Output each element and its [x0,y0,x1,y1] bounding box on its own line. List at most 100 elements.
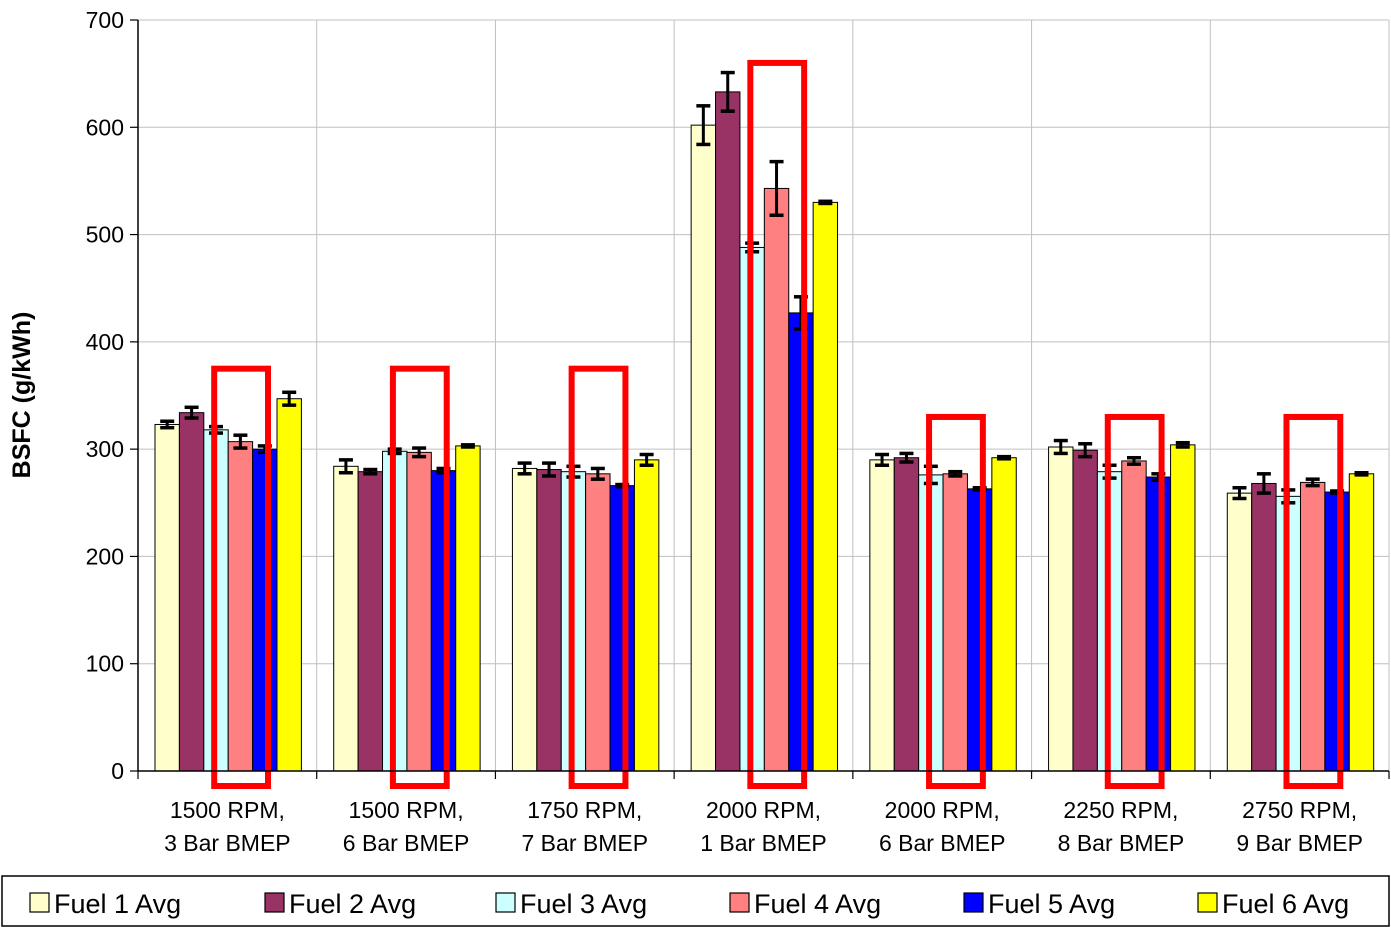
x-category-label: 2000 RPM, [706,797,821,823]
error-bar [412,446,427,459]
bar-fuel-5-avg [1145,476,1172,772]
bar-fuel-2-avg [1251,482,1277,772]
x-category-label: 6 Bar BMEP [879,830,1006,856]
bar-fuel-6-avg [455,445,481,772]
bar-fuel-4-avg [942,473,968,772]
bar-fuel-4-avg [1299,481,1326,772]
legend-swatch [264,892,285,913]
x-category-label: 1500 RPM, [349,797,464,823]
highlight-box [1104,413,1165,789]
y-tick-label: 700 [86,7,124,33]
legend: Fuel 1 Avg Fuel 2 Avg Fuel 3 Avg Fuel 4 Avg… [1,875,1390,927]
error-bar [338,458,353,475]
legend-swatch [29,892,50,913]
error-bar [696,104,711,147]
highlight-box [211,365,271,789]
error-bar [460,443,475,449]
bar-fuel-5-avg [788,312,814,772]
bar-fuel-2-avg [357,471,384,772]
error-bar [233,433,248,450]
x-category-label: 2000 RPM, [885,797,1000,823]
bar-fuel-5-avg [966,488,993,772]
error-bar [1175,440,1190,449]
y-tick-label: 0 [111,758,124,784]
bar-fuel-2-avg [1072,449,1098,772]
x-category-label: 1 Bar BMEP [700,830,827,856]
bar-fuel-6-avg [1348,473,1375,772]
error-bar [590,466,605,481]
bar-fuel-6-avg [276,398,302,772]
highlight-box [926,413,986,789]
x-category-label: 2750 RPM, [1242,797,1357,823]
bar-fuel-1-avg [1226,492,1253,772]
y-tick-label: 500 [86,222,124,248]
error-bar [363,467,378,476]
bar-fuel-6-avg [633,459,660,772]
error-bar [720,70,735,113]
error-bar [517,461,532,476]
grid-lines [138,19,1390,771]
bar-fuel-2-avg [893,457,920,772]
bar-fuel-2-avg [178,412,205,772]
error-bar [1232,486,1247,501]
legend-swatch [963,892,984,913]
error-bar [875,452,890,467]
bar-fuel-4-avg [763,187,790,772]
bar-fuel-1-avg [511,467,538,772]
y-axis-title: BSFC (g/kWh) [8,312,36,479]
error-bar [282,390,297,407]
y-tick-label: 300 [86,436,124,462]
highlight-box [1283,413,1344,789]
bar-fuel-4-avg [585,473,611,772]
bar-fuel-4-avg [227,441,254,772]
y-tick-label: 100 [86,651,124,677]
error-bar [184,405,199,420]
bar-fuel-2-avg [715,91,741,772]
axes: 0 100 200 300 400 500 600 700 1500 RPM, 3 Bar BME… [86,7,1390,856]
legend-label: Fuel 2 Avg [289,889,416,919]
bar-fuel-6-avg [1170,444,1196,772]
bar-fuel-1-avg [1048,446,1074,772]
x-category-label: 2250 RPM, [1063,797,1178,823]
error-bar [1078,442,1093,459]
legend-label: Fuel 1 Avg [54,889,181,919]
error-bar [639,452,654,467]
y-tick-label: 600 [86,114,124,140]
highlight-box [389,365,450,789]
error-bar [948,469,963,478]
error-bar [818,199,833,206]
error-bar [1126,455,1141,466]
legend-label: Fuel 3 Avg [520,889,647,919]
bar-fuel-6-avg [991,457,1017,772]
legend-label: Fuel 5 Avg [988,889,1115,919]
y-tick-label: 200 [86,543,124,569]
x-category-label: 8 Bar BMEP [1058,830,1185,856]
x-category-label: 9 Bar BMEP [1236,830,1363,856]
bar-fuel-5-avg [609,485,635,772]
error-bar [997,454,1012,461]
error-bar [1053,438,1068,456]
highlight-boxes [211,59,1344,789]
legend-label: Fuel 6 Avg [1222,889,1349,919]
bars [154,91,1375,772]
legend-swatch [729,892,750,913]
bar-fuel-1-avg [690,124,717,772]
error-bar [899,451,914,464]
error-bar [1354,470,1369,477]
bar-fuel-5-avg [252,448,278,772]
x-category-label: 3 Bar BMEP [164,830,291,856]
error-bar [1256,472,1271,495]
error-bar [769,159,784,218]
bar-fuel-5-avg [430,470,457,772]
x-category-label: 1750 RPM, [527,797,642,823]
bar-fuel-5-avg [1324,491,1350,772]
legend-swatch [1197,892,1218,913]
x-category-label: 6 Bar BMEP [343,830,470,856]
highlight-box [568,365,629,789]
x-category-label: 7 Bar BMEP [522,830,649,856]
error-bar [542,461,557,478]
bar-fuel-4-avg [406,451,432,772]
bar-fuel-1-avg [154,423,180,772]
